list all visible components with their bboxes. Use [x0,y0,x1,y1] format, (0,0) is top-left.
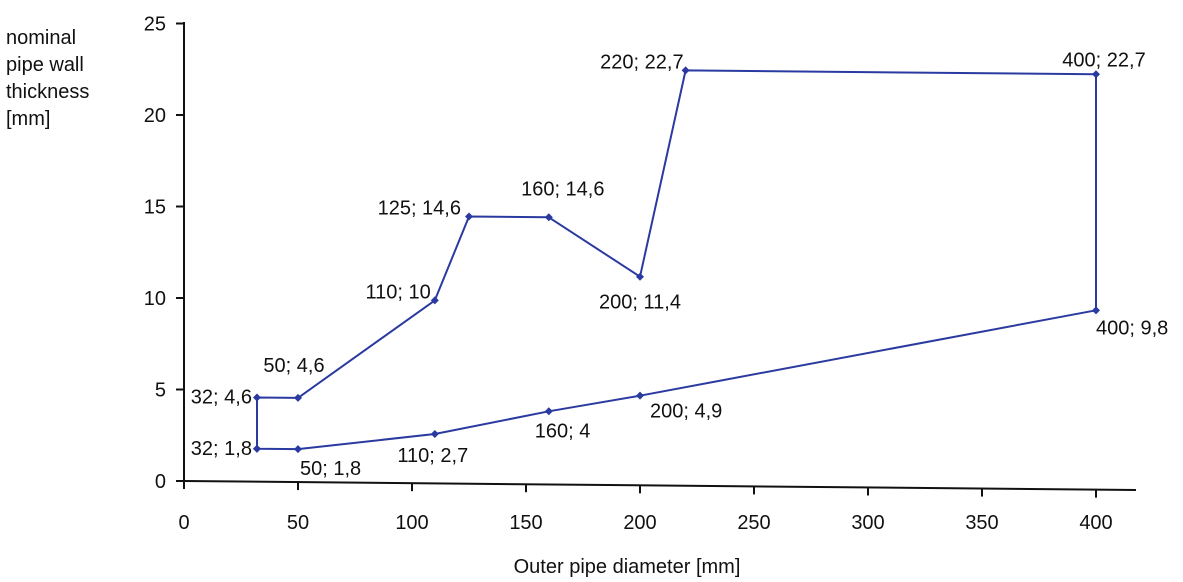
data-markers [252,66,1100,454]
x-axis-line [183,480,1137,491]
data-labels: 32; 1,8 32; 4,6 50; 4,6 110; 10 125; 14,6 160… [191,49,1169,480]
x-tick-label: 150 [509,512,542,534]
data-point [636,391,644,400]
x-tick-label: 300 [851,512,884,534]
x-tick-label: 200 [623,512,656,534]
series-line [256,69,1097,451]
data-label: 160; 14,6 [521,178,604,200]
data-point [430,429,439,438]
data-point [1092,70,1100,79]
data-label: 125; 14,6 [378,198,461,220]
data-label: 160; 4 [535,420,591,442]
data-point [252,444,261,453]
data-point [430,296,439,305]
data-point [1092,306,1100,315]
data-label: 110; 2,7 [397,445,468,467]
data-point [465,212,473,221]
data-label: 400; 22,7 [1062,49,1145,71]
y-axis-title-line: [mm] [6,108,50,130]
y-tick-label: 25 [144,14,166,36]
data-label: 32; 4,6 [191,387,252,409]
data-point [294,393,302,402]
data-label: 200; 4,9 [650,401,722,423]
y-tick-label: 0 [155,471,166,493]
x-tick-label: 250 [737,512,770,534]
data-label: 220; 22,7 [600,51,683,73]
y-tick-label: 20 [144,105,166,127]
y-axis-title-line: pipe wall [6,54,84,76]
y-ticks: 0 5 10 15 20 25 [144,14,184,493]
x-axis-title: Outer pipe diameter [mm] [514,556,741,578]
x-tick-label: 100 [395,512,428,534]
y-tick-label: 15 [144,197,166,219]
x-tick-label: 50 [287,512,309,534]
y-tick-label: 10 [144,288,166,310]
data-label: 32; 1,8 [191,438,252,460]
x-tick-label: 350 [965,512,998,534]
x-tick-label: 400 [1079,512,1112,534]
data-label: 200; 11,4 [599,292,681,314]
data-point [294,445,302,454]
data-point [252,393,261,402]
x-ticks: 0 50 100 150 200 250 300 350 400 [178,481,1113,534]
data-label: 50; 4,6 [263,355,324,377]
y-axis-title-line: thickness [6,81,89,103]
axes [183,22,1137,491]
y-tick-label: 5 [155,380,166,402]
y-axis-title-line: nominal [6,27,76,49]
data-label: 110; 10 [366,281,431,303]
data-point [544,213,553,222]
data-label: 400; 9,8 [1096,317,1168,339]
y-axis-title: nominal pipe wall thickness [mm] [6,27,89,130]
data-point [544,407,553,416]
data-point [636,272,644,281]
x-tick-label: 0 [178,512,189,534]
data-point [681,66,690,75]
data-label: 50; 1,8 [300,458,361,480]
